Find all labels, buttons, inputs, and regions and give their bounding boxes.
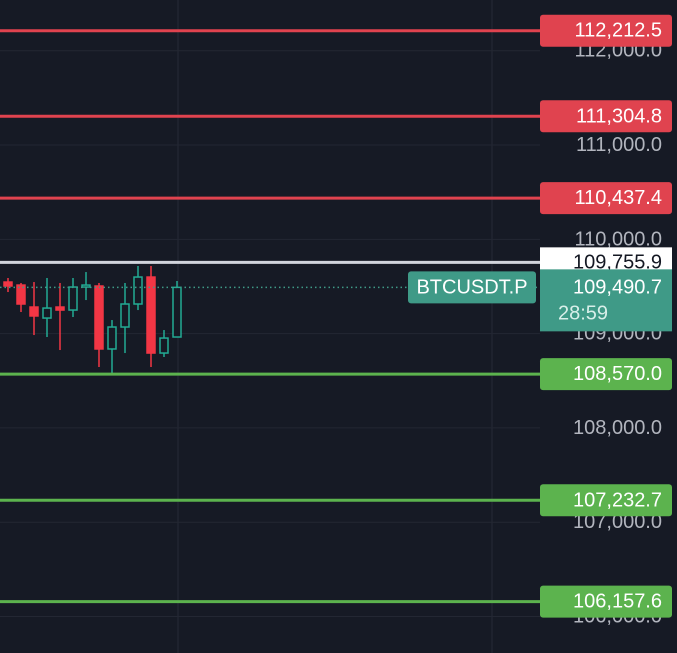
candle-body	[55, 306, 65, 311]
y-tick-label: 107,000.0	[573, 511, 662, 533]
candle-body	[94, 285, 104, 350]
level-label-box	[540, 182, 672, 215]
reference-label: 109,755.9	[573, 251, 662, 273]
candle-body	[172, 286, 182, 338]
last-price-label: 109,490.7	[573, 276, 662, 298]
level-label: 111,304.8	[576, 105, 662, 127]
level-label-box	[540, 14, 672, 47]
candle-body	[159, 337, 169, 354]
y-tick-label: 108,000.0	[573, 417, 662, 439]
countdown: 28:59	[558, 302, 608, 324]
y-tick-label: 111,000.0	[576, 134, 662, 156]
candle-body	[29, 306, 39, 317]
symbol-label: BTCUSDT.P	[416, 276, 527, 298]
candle-body	[133, 276, 143, 305]
candle-body	[42, 307, 52, 319]
candle-body	[120, 303, 130, 328]
candle-body	[68, 286, 78, 311]
level-label-box	[540, 585, 672, 618]
level-label: 106,157.6	[573, 591, 662, 613]
level-label-box	[540, 358, 672, 391]
symbol-box	[408, 271, 536, 304]
level-label: 108,570.0	[573, 363, 662, 385]
level-label: 107,232.7	[573, 489, 662, 511]
candle-body	[146, 276, 156, 354]
candle-body	[3, 281, 13, 287]
candle-body	[16, 284, 26, 305]
level-label-box	[540, 100, 672, 133]
level-label-box	[540, 484, 672, 517]
level-label: 112,212.5	[575, 20, 663, 42]
level-label: 110,437.4	[575, 187, 663, 209]
y-tick-label: 110,000.0	[575, 228, 663, 250]
last-price-box	[540, 269, 672, 332]
candle-body	[107, 326, 117, 350]
